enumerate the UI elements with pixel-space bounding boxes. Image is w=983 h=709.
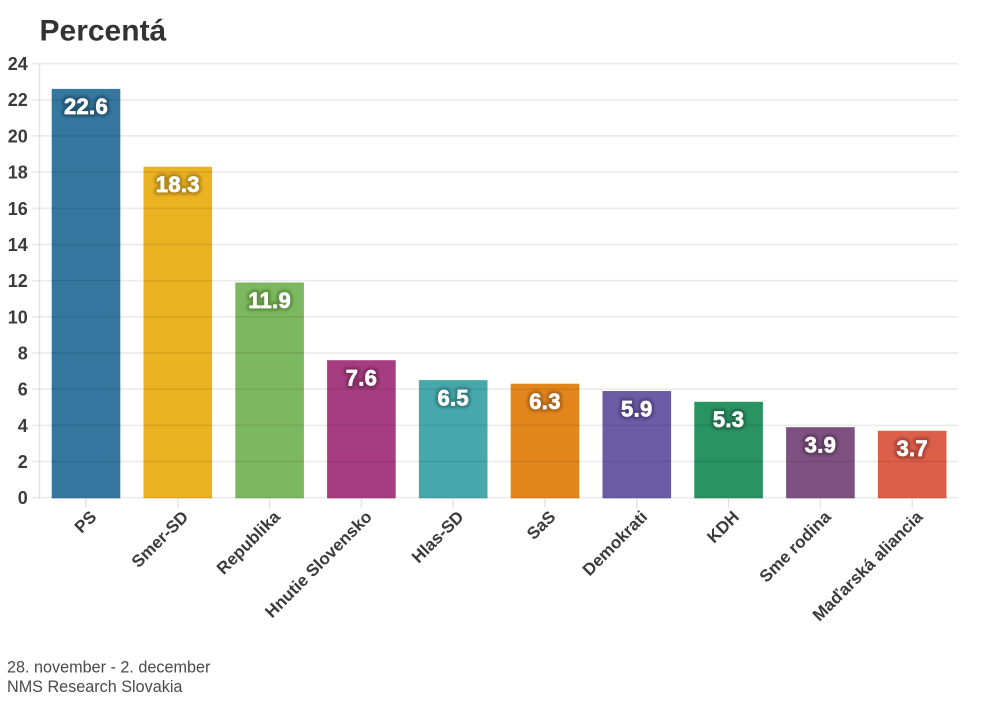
svg-text:10: 10 bbox=[8, 307, 28, 327]
svg-text:5.3: 5.3 bbox=[713, 407, 744, 432]
svg-text:Percentá: Percentá bbox=[40, 15, 167, 48]
svg-text:18.3: 18.3 bbox=[156, 172, 200, 197]
svg-text:6.3: 6.3 bbox=[529, 389, 560, 414]
svg-text:7.6: 7.6 bbox=[346, 366, 377, 391]
svg-text:3.7: 3.7 bbox=[896, 436, 927, 461]
svg-text:14: 14 bbox=[8, 235, 28, 255]
svg-text:5.9: 5.9 bbox=[621, 396, 652, 421]
svg-text:3.7: 3.7 bbox=[896, 436, 927, 461]
svg-text:11.9: 11.9 bbox=[248, 288, 291, 313]
svg-text:22.6: 22.6 bbox=[64, 94, 108, 119]
svg-text:22.6: 22.6 bbox=[64, 94, 108, 119]
svg-text:16: 16 bbox=[8, 199, 28, 219]
svg-text:NMS Research Slovakia: NMS Research Slovakia bbox=[7, 678, 182, 696]
svg-text:20: 20 bbox=[8, 126, 28, 146]
svg-text:5.9: 5.9 bbox=[621, 396, 652, 421]
svg-text:3.9: 3.9 bbox=[805, 433, 836, 458]
svg-text:11.9: 11.9 bbox=[248, 288, 291, 313]
svg-text:4: 4 bbox=[18, 416, 28, 436]
svg-text:7.6: 7.6 bbox=[346, 366, 377, 391]
svg-text:6.5: 6.5 bbox=[437, 385, 468, 410]
svg-text:6: 6 bbox=[18, 380, 28, 400]
svg-text:6.5: 6.5 bbox=[437, 385, 468, 410]
svg-text:22: 22 bbox=[8, 90, 28, 110]
svg-text:2: 2 bbox=[18, 452, 28, 472]
svg-text:18.3: 18.3 bbox=[156, 172, 200, 197]
svg-text:8: 8 bbox=[18, 344, 28, 364]
svg-text:18: 18 bbox=[8, 163, 28, 183]
svg-text:24: 24 bbox=[8, 54, 28, 74]
svg-text:5.3: 5.3 bbox=[713, 407, 744, 432]
svg-text:6.3: 6.3 bbox=[529, 389, 560, 414]
svg-text:12: 12 bbox=[8, 271, 28, 291]
svg-text:3.9: 3.9 bbox=[805, 433, 836, 458]
svg-text:28. november - 2. december: 28. november - 2. december bbox=[7, 659, 211, 677]
svg-text:0: 0 bbox=[18, 488, 28, 508]
